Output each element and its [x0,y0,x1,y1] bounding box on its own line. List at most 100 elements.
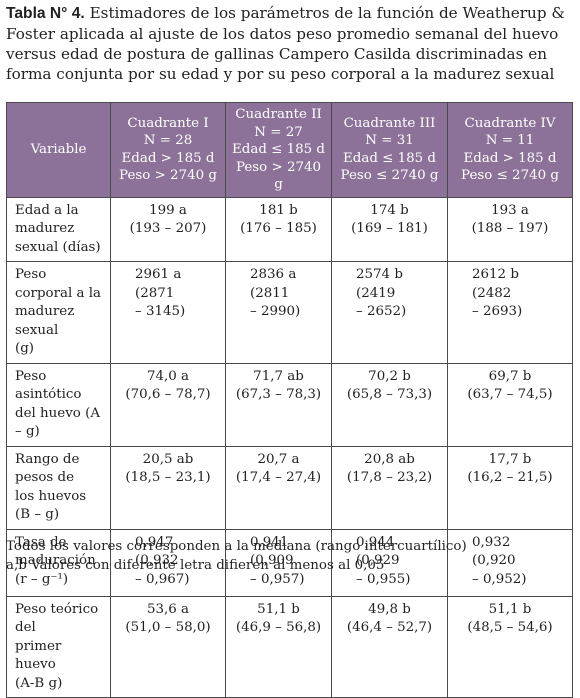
row-label-line: Peso teórico del [15,601,99,636]
row-label-line: Peso corporal a la [15,267,102,301]
cell-value: 0,941 [250,534,289,550]
table-header: Variable Cuadrante I N = 28 Edad > 185 d… [6,102,573,198]
cell-range: (16,2 – 21,5) [467,470,553,485]
table-cell: 2612 b (2482 – 2693) [447,261,573,364]
cell-value: 51,1 b [488,601,532,617]
header-line: Cuadrante IV [464,115,556,131]
cell-range: (46,9 – 56,8) [235,620,322,635]
cell-range: (18,5 – 23,1) [125,470,211,485]
cell-value: 0,932 [472,534,511,550]
header-line: Edad > 185 d [121,150,215,166]
cell-range: (67,3 – 78,3) [235,387,322,402]
table-cell: 2574 b (2419 – 2652) [331,261,448,364]
table-cell: 49,8 b (46,4 – 52,7) [331,595,448,698]
cell-range: – 2990) [250,304,301,319]
cell-value: 20,8 ab [364,451,415,467]
cell-value: 193 a [491,202,529,218]
header-line: Peso ≤ 2740 g [340,168,439,184]
header-cuadrante-i: Cuadrante I N = 28 Edad > 185 d Peso > 2… [110,102,226,198]
cell-range: (70,6 – 78,7) [125,387,211,402]
table-cell: 20,5 ab (18,5 – 23,1) [110,445,226,530]
table-caption: Tabla N° 4. Estimadores de los parámetro… [6,3,576,84]
footnote: a,b Valores con diferente letra difieren… [6,558,385,573]
table-cell: 20,7 a (17,4 – 27,4) [225,445,332,530]
cell-range: – 2693) [472,304,523,319]
table-cell: 2836 a (2811 – 2990) [225,261,332,364]
cell-range: (176 – 185) [240,221,317,236]
header-line: Edad ≤ 185 d [231,142,326,157]
header-line: Cuadrante II [235,107,322,122]
cell-range: – 3145) [135,304,186,319]
header-cuadrante-iii: Cuadrante III N = 31 Edad ≤ 185 d Peso ≤… [331,102,448,198]
table-cell: 174 b (169 – 181) [331,196,448,262]
header-line: N = 31 [365,133,414,149]
cell-value: 2612 b [472,267,519,282]
table-cell: 20,8 ab (17,8 – 23,2) [331,445,448,530]
row-label-line: (A-B g) [15,675,63,691]
cell-range: (2871 [135,285,175,301]
table-cell: 199 a (193 – 207) [110,196,226,262]
header-line: Peso > 2740 g [119,168,217,184]
row-label-line: madurez sexual [15,304,75,338]
table-cell: 71,7 ab (67,3 – 78,3) [225,362,332,447]
row-label: Peso teórico del primer huevo (A-B g) [6,595,111,698]
table-cell: 2961 a (2871 – 3145) [110,261,226,364]
header-line: N = 11 [485,133,535,149]
row-label-line: los huevos (B – g) [15,488,87,523]
table-body: Edad a la madurez sexual (días) 199 a (1… [6,196,573,698]
table-cell: 51,1 b (48,5 – 54,6) [447,595,573,698]
table-row: Rango de pesos de los huevos (B – g) 20,… [6,445,573,530]
cell-range: (0,929 [356,553,400,568]
row-label-line: (g) [15,341,35,356]
cell-value: 49,8 b [368,601,411,617]
header-variable: Variable [6,102,111,198]
row-label-line: Rango de pesos de [15,451,80,486]
table-row: Peso teórico del primer huevo (A-B g) 53… [6,595,573,698]
row-label-line: Edad a la madurez [15,202,79,237]
table-row: Peso corporal a la madurez sexual (g) 29… [6,261,573,364]
cell-value: 20,5 ab [142,451,194,467]
cell-range: (17,4 – 27,4) [235,470,322,485]
cell-value: 69,7 b [488,368,532,384]
header-cuadrante-ii: Cuadrante II N = 27 Edad ≤ 185 d Peso > … [225,102,332,198]
table-number-label: Tabla N° 4. [6,5,85,22]
table-cell: 70,2 b (65,8 – 73,3) [331,362,448,447]
cell-range: (0,932 [135,553,179,568]
cell-range: (46,4 – 52,7) [346,620,433,635]
cell-range: (193 – 207) [129,221,207,236]
table-cell: 181 b (176 – 185) [225,196,332,262]
header-line: Edad > 185 d [463,150,557,166]
table-cell: 193 a (188 – 197) [447,196,573,262]
header-line: Cuadrante I [127,115,209,131]
cell-value: 174 b [370,202,409,218]
table-cell: 69,7 b (63,7 – 74,5) [447,362,573,447]
cell-range: (17,8 – 23,2) [346,470,433,485]
cell-range: (0,909 [250,553,294,568]
cell-range: (51,0 – 58,0) [125,620,211,635]
cell-value: 17,7 b [488,451,532,467]
cell-value: 51,1 b [257,601,300,617]
cell-value: 71,7 ab [253,368,304,384]
cell-range: (188 – 197) [471,221,549,236]
cell-range: – 2652) [356,304,407,319]
cell-value: 74,0 a [146,368,190,384]
cell-range: (63,7 – 74,5) [467,387,553,402]
header-line: Peso > 2740 g [235,159,322,193]
cell-range: (48,5 – 54,6) [467,620,553,635]
header-line: N = 28 [143,133,193,149]
cell-value: 2836 a [250,267,297,282]
footnotes: Todos los valores corresponden a la medi… [6,537,576,575]
cell-range: (65,8 – 73,3) [346,387,433,402]
cell-range: (2482 [472,285,512,301]
cell-value: 70,2 b [368,368,411,384]
cell-value: 2574 b [356,267,403,282]
data-table: Variable Cuadrante I N = 28 Edad > 185 d… [6,102,573,698]
header-line: Edad ≤ 185 d [342,150,437,166]
row-label-line: Tasa de [15,534,67,550]
cell-value: 2961 a [135,267,182,282]
cell-range: (2811 [250,285,290,301]
row-label-line: primer huevo [15,638,62,673]
table-cell: 51,1 b (46,9 – 56,8) [225,595,332,698]
row-label-line: Peso asintótico [15,368,82,403]
header-cuadrante-iv: Cuadrante IV N = 11 Edad > 185 d Peso ≤ … [447,102,573,198]
